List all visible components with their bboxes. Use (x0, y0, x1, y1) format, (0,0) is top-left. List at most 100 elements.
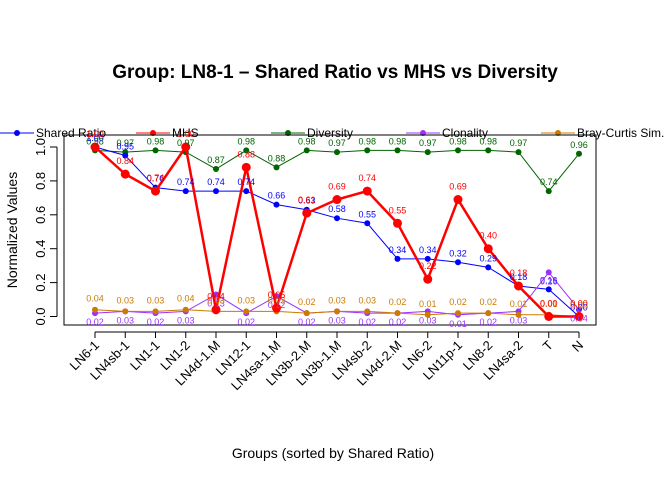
data-label-mhs: 0.18 (510, 268, 528, 278)
data-label-bray-curtis-sim: 0.03 (207, 295, 225, 305)
data-label-shared-ratio: 0.34 (419, 245, 437, 255)
data-label-shared-ratio: 0.63 (298, 196, 316, 206)
data-label-bray-curtis-sim: 0.03 (116, 295, 134, 305)
legend-label-diversity: Diversity (307, 126, 353, 140)
point-bray-curtis-sim (424, 311, 431, 318)
data-label-mhs: 0.40 (479, 231, 497, 241)
x-tick-label: T (540, 337, 556, 353)
data-label-shared-ratio: 0.16 (540, 275, 558, 285)
data-label-mhs: 0.84 (116, 156, 134, 166)
point-mhs (272, 303, 281, 313)
point-diversity (152, 147, 159, 154)
data-label-clonality: 0.02 (358, 317, 376, 327)
point-mhs (453, 195, 463, 205)
data-label-clonality: 0.02 (389, 317, 407, 327)
data-label-shared-ratio: 0.76 (147, 174, 165, 184)
data-label-diversity: 0.97 (510, 138, 528, 148)
data-label-clonality: 0.03 (510, 315, 528, 325)
data-label-diversity: 0.87 (207, 155, 225, 165)
point-diversity (424, 149, 431, 156)
data-label-mhs: 0.05 (268, 290, 286, 300)
x-axis: LN6-1LN4sb-1LN1-1LN1-2LN4d-1.MLN12-1LN4s… (66, 331, 586, 393)
data-label-diversity: 0.98 (358, 136, 376, 146)
point-diversity (515, 149, 522, 156)
legend-item-shared-ratio: Shared Ratio (0, 126, 106, 140)
data-label-shared-ratio: 0.95 (116, 141, 134, 151)
data-label-diversity: 0.97 (419, 138, 437, 148)
data-label-clonality: 0.02 (298, 317, 316, 327)
data-label-bray-curtis-sim: 0.04 (177, 294, 195, 304)
legend-item-mhs: MHS (136, 126, 199, 140)
data-label-mhs: 0.61 (298, 195, 316, 205)
legend-label-bray-curtis-sim: Bray-Curtis Sim. (577, 126, 664, 140)
data-label-bray-curtis-sim: 0.02 (389, 297, 407, 307)
point-mhs (544, 312, 554, 321)
point-shared-ratio (424, 255, 431, 262)
point-diversity (576, 150, 582, 157)
data-label-shared-ratio: 0.29 (479, 253, 497, 263)
point-mhs (332, 195, 342, 205)
point-bray-curtis-sim (122, 308, 129, 315)
plot-frame (63, 134, 597, 326)
data-label-clonality: 0.12 (268, 300, 286, 310)
data-label-clonality: 0.04 (570, 314, 588, 324)
data-label-mhs: 0.74 (147, 173, 165, 183)
data-label-mhs: 1.00 (86, 129, 104, 139)
data-labels: 0.98 0.97 0.98 0.97 0.87 0.98 0.88 0.98 0.97 0.98… (86, 129, 588, 329)
data-label-clonality: 0.01 (449, 319, 467, 329)
point-bray-curtis-sim (515, 311, 522, 318)
data-label-diversity: 0.96 (570, 140, 588, 150)
x-axis-title: Groups (sorted by Shared Ratio) (232, 445, 434, 461)
point-bray-curtis-sim (485, 310, 492, 317)
legend-item-clonality: Clonality (406, 126, 488, 140)
point-diversity (303, 147, 310, 154)
point-shared-ratio (334, 215, 340, 222)
data-label-clonality: 0.02 (147, 317, 165, 327)
data-label-bray-curtis-sim: 0.03 (358, 295, 376, 305)
data-label-diversity: 0.98 (449, 136, 467, 146)
point-bray-curtis-sim (243, 308, 250, 315)
data-label-bray-curtis-sim: 0.03 (237, 295, 255, 305)
point-mhs (302, 208, 312, 218)
point-diversity (545, 188, 552, 195)
y-tick-label: 0.0 (33, 307, 48, 325)
point-shared-ratio (485, 264, 492, 271)
point-mhs (393, 218, 402, 228)
point-diversity (273, 164, 280, 171)
point-diversity (334, 149, 340, 156)
point-mhs (211, 305, 221, 315)
data-label-bray-curtis-sim: 0.01 (419, 299, 437, 309)
data-label-mhs: 0.69 (449, 182, 467, 192)
data-label-clonality: 0.02 (237, 317, 255, 327)
data-label-diversity: 0.98 (86, 136, 104, 146)
data-label-mhs: 1.00 (177, 129, 195, 139)
data-label-bray-curtis-sim: 0.03 (147, 295, 165, 305)
data-label-bray-curtis-sim: 0.03 (268, 295, 286, 305)
point-shared-ratio (545, 286, 552, 293)
point-shared-ratio (273, 201, 280, 208)
data-label-bray-curtis-sim: 0.04 (86, 294, 104, 304)
data-label-clonality: 0.02 (479, 317, 497, 327)
point-bray-curtis-sim (394, 310, 401, 317)
data-label-bray-curtis-sim: 0.00 (570, 301, 588, 311)
y-tick-label: 0.4 (33, 240, 48, 258)
y-tick-label: 1.0 (33, 138, 48, 156)
legend: Shared Ratio MHS Diversity Clonality Bray-Cu… (0, 126, 664, 140)
data-label-bray-curtis-sim: 0.03 (328, 295, 346, 305)
x-tick-label: LN1-1 (127, 338, 163, 374)
data-label-clonality: 0.03 (116, 315, 134, 325)
point-clonality (545, 269, 552, 276)
data-label-shared-ratio: 0.74 (207, 177, 225, 187)
point-shared-ratio (394, 255, 401, 262)
point-bray-curtis-sim (182, 306, 189, 313)
data-label-clonality: 0.02 (86, 317, 104, 327)
legend-label-mhs: MHS (172, 126, 199, 140)
point-shared-ratio (455, 259, 461, 266)
y-tick-label: 0.6 (33, 206, 48, 224)
x-tick-label: N (569, 338, 586, 355)
data-label-mhs: 0.69 (328, 182, 346, 192)
data-label-bray-curtis-sim: 0.01 (540, 299, 558, 309)
series-line-mhs (94, 143, 579, 318)
